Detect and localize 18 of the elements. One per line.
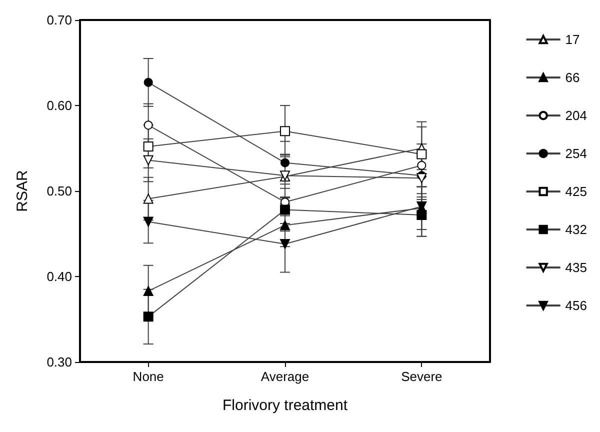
legend-label: 432 (565, 222, 588, 237)
y-tick-label: 0.50 (46, 184, 72, 198)
legend-label: 456 (565, 298, 588, 313)
x-tick-label: None (132, 369, 164, 384)
y-tick-label: 0.30 (46, 354, 72, 370)
legend-label: 435 (565, 260, 588, 275)
legend-label: 254 (565, 146, 588, 161)
y-tick-label: 0.60 (46, 98, 72, 113)
x-tick-label: Severe (401, 369, 442, 384)
legend-label: 66 (565, 70, 580, 85)
y-tick-label: 0.40 (46, 269, 72, 284)
legend-label: 425 (565, 184, 588, 199)
x-axis-title: Florivory treatment (222, 397, 348, 414)
legend-label: 204 (565, 108, 588, 123)
x-tick-label: Average (260, 369, 310, 384)
y-tick-label: 0.70 (46, 12, 72, 28)
legend-label: 17 (565, 32, 580, 47)
y-axis-title: RSAR (14, 170, 31, 212)
